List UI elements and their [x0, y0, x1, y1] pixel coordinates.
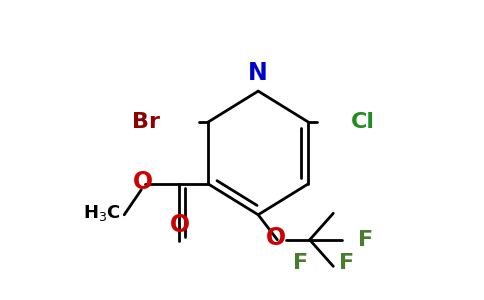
Text: O: O — [266, 226, 286, 250]
Text: O: O — [133, 170, 153, 194]
Text: Cl: Cl — [351, 112, 375, 132]
Text: F: F — [339, 254, 354, 273]
Text: Br: Br — [132, 112, 160, 132]
Text: O: O — [170, 213, 190, 237]
Text: H$_3$C: H$_3$C — [83, 203, 121, 223]
Text: F: F — [358, 230, 374, 250]
Text: N: N — [248, 61, 268, 85]
Text: F: F — [293, 254, 308, 273]
